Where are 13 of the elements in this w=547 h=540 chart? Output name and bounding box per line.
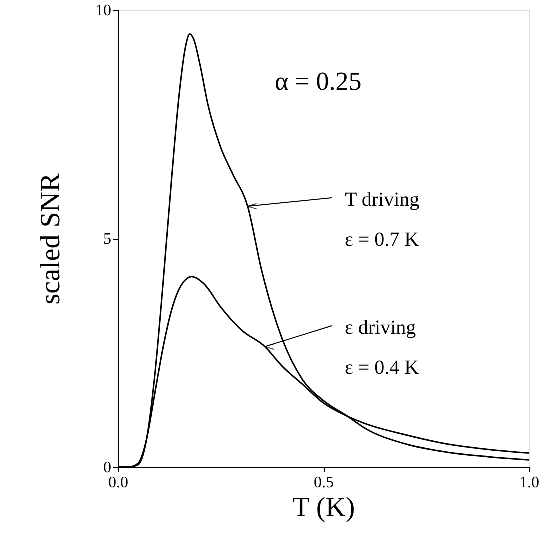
annotation: α = 0.25 [275,67,362,96]
x-axis-title: T (K) [292,492,356,524]
annotation: T driving [345,189,420,211]
y-tick-label: 10 [96,2,112,20]
y-axis-title: scaled SNR [36,172,66,305]
annotation: ε = 0.4 K [345,357,420,379]
x-tick-label: 0.0 [108,474,128,492]
x-tick-label: 1.0 [520,474,540,492]
y-tick-label: 5 [104,231,112,248]
annotation: ε driving [345,317,416,339]
y-tick-label: 0 [104,460,112,476]
annotation: ε = 0.7 K [345,229,420,251]
x-tick-label: 0.5 [314,474,334,492]
